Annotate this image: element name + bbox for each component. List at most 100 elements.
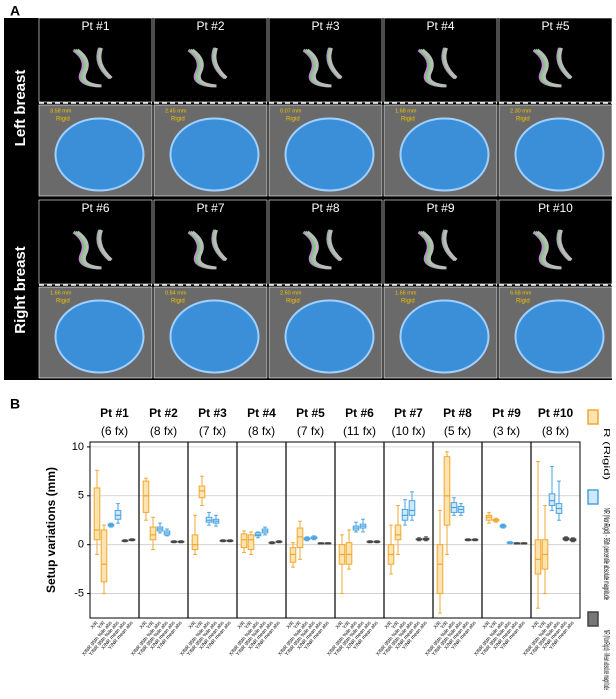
group-title: Pt #4: [247, 406, 276, 420]
box: [534, 539, 542, 575]
rigid-label: Rigid: [171, 299, 185, 305]
group-title: Pt #8: [443, 406, 472, 420]
vessel: [421, 229, 458, 270]
vessel: [306, 47, 343, 88]
group-title: Pt #6: [345, 406, 374, 420]
group-title: Pt #10: [538, 406, 574, 420]
distance-label: 0.07 mm: [280, 108, 302, 114]
distance-label: 2.30 mm: [510, 108, 532, 114]
breast-surface: [399, 299, 490, 374]
patient-title: Pt #1: [81, 19, 109, 33]
x-tick-label: X/R: [90, 620, 100, 631]
group-title: Pt #3: [198, 406, 227, 420]
vessel-view: [383, 199, 498, 285]
distance-label: 0.84 mm: [165, 290, 187, 296]
rigid-label: Rigid: [401, 299, 415, 305]
vessel-view: [38, 199, 153, 285]
box: [345, 542, 353, 565]
rigid-label: Rigid: [171, 117, 185, 123]
x-tick-label: X/R: [139, 620, 149, 631]
box: [408, 500, 416, 516]
x-tick-label: X/R: [237, 620, 247, 631]
distance-label: 2.60 mm: [280, 290, 302, 296]
rigid-label: Rigid: [516, 299, 530, 305]
patient-title: Pt #9: [426, 201, 454, 215]
panel-label: B: [10, 396, 20, 412]
legend-label: NR (NonRigid) - 95th percentile absolute…: [602, 508, 611, 600]
group-fractions: (8 fx): [150, 424, 177, 438]
group-title: Pt #7: [394, 406, 423, 420]
distance-label: 3.58 mm: [50, 108, 72, 114]
breast-surface: [284, 117, 375, 192]
x-tick-label: Y/R: [440, 620, 450, 631]
legend-swatch: [587, 489, 599, 505]
vessel-view: [498, 199, 613, 285]
group-fractions: (3 fx): [493, 424, 520, 438]
patient-title: Pt #3: [311, 19, 339, 33]
group-title: Pt #1: [100, 406, 129, 420]
rigid-label: Rigid: [286, 299, 300, 305]
vessel: [536, 229, 573, 270]
box: [240, 533, 248, 549]
breast-surface: [284, 299, 375, 374]
y-axis-label: Setup variations (mm): [44, 467, 58, 593]
vessel: [191, 47, 228, 88]
legend-swatch: [587, 611, 599, 627]
x-tick-label: Y/R: [342, 620, 352, 631]
vessel-view: [498, 17, 613, 103]
row-label: Left breast: [12, 70, 29, 147]
vessel: [191, 229, 228, 270]
box: [436, 544, 444, 595]
y-tick-label: 5: [78, 490, 84, 502]
x-tick-label: Y/R: [489, 620, 499, 631]
x-tick-label: X/R: [384, 620, 394, 631]
breast-surface: [54, 299, 145, 374]
x-tick-label: Y/R: [538, 620, 548, 631]
group-title: Pt #9: [492, 406, 521, 420]
patient-title: Pt #7: [196, 201, 224, 215]
box: [93, 487, 101, 541]
row-label: Right breast: [12, 246, 29, 334]
distance-label: 6.68 mm: [510, 290, 532, 296]
rigid-label: Rigid: [286, 117, 300, 123]
x-tick-label: Y/R: [244, 620, 254, 631]
vessel-view: [383, 17, 498, 103]
patient-title: Pt #4: [426, 19, 454, 33]
x-tick-label: Y/R: [293, 620, 303, 631]
group-fractions: (7 fx): [297, 424, 324, 438]
box: [247, 534, 255, 551]
distance-label: 1.66 mm: [50, 290, 72, 296]
x-tick-label: X/R: [286, 620, 296, 631]
x-tick-label: X/R: [482, 620, 492, 631]
group-fractions: (8 fx): [542, 424, 569, 438]
vessel: [421, 47, 458, 88]
box: [149, 526, 157, 541]
rigid-label: Rigid: [56, 117, 70, 123]
breast-surface: [54, 117, 145, 192]
group-fractions: (8 fx): [248, 424, 275, 438]
patient-title: Pt #2: [196, 19, 224, 33]
y-tick-label: 0: [78, 539, 84, 551]
breast-surface: [514, 117, 605, 192]
breast-surface: [169, 299, 260, 374]
vessel-view: [153, 199, 268, 285]
box: [394, 524, 402, 541]
legend-label: R (Rigid): [602, 428, 611, 481]
breast-surface: [399, 117, 490, 192]
distance-label: 1.66 mm: [395, 290, 417, 296]
box: [100, 529, 108, 583]
group-fractions: (10 fx): [391, 424, 425, 438]
vessel: [76, 229, 113, 270]
x-tick-label: X/R: [433, 620, 443, 631]
rigid-label: Rigid: [56, 299, 70, 305]
group-fractions: (5 fx): [444, 424, 471, 438]
vessel: [536, 47, 573, 88]
group-fractions: (6 fx): [101, 424, 128, 438]
box: [191, 534, 199, 551]
distance-label: 1.68 mm: [395, 108, 417, 114]
group-title: Pt #2: [149, 406, 178, 420]
box: [142, 480, 150, 513]
patient-title: Pt #8: [311, 201, 339, 215]
x-tick-label: Y/R: [146, 620, 156, 631]
y-tick-label: -5: [74, 587, 84, 599]
